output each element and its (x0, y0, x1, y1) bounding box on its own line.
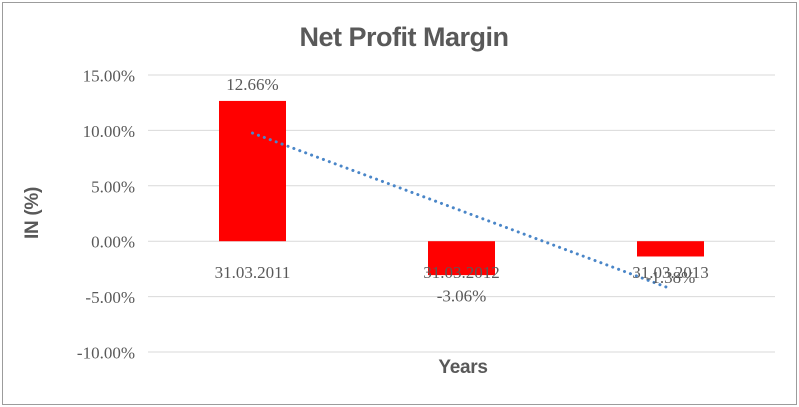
y-tick-label: -5.00% (85, 288, 135, 307)
x-category-label: 31.03.2011 (215, 263, 291, 282)
x-category-label: 31.03.2012 (423, 263, 500, 282)
bar-31.03.2013 (637, 241, 704, 257)
data-label: -1.38% (646, 268, 696, 287)
data-label: 12.66% (226, 75, 278, 94)
y-tick-label: 5.00% (91, 177, 135, 196)
y-tick-label: 15.00% (83, 67, 135, 86)
y-axis-title: IN (%) (22, 187, 43, 239)
data-label: -3.06% (437, 287, 487, 306)
trendline (251, 131, 672, 291)
x-category-label: 31.03.2013 (632, 263, 709, 282)
y-tick-label: 0.00% (91, 233, 135, 252)
x-axis-category-labels: 31.03.2011 31.03.2012 31.03.2013 (215, 263, 709, 282)
bars (219, 100, 704, 276)
bar-31.03.2012 (428, 241, 495, 276)
y-tick-label: -10.00% (77, 344, 135, 363)
y-tick-label: 10.00% (83, 122, 135, 141)
data-labels: 12.66% -3.06% -1.38% (226, 75, 695, 306)
chart-title: Net Profit Margin (299, 22, 508, 52)
x-axis-title: Years (438, 357, 487, 378)
y-axis-tick-labels: 15.00% 10.00% 5.00% 0.00% -5.00% -10.00% (77, 67, 135, 363)
bar-31.03.2011 (219, 100, 286, 242)
